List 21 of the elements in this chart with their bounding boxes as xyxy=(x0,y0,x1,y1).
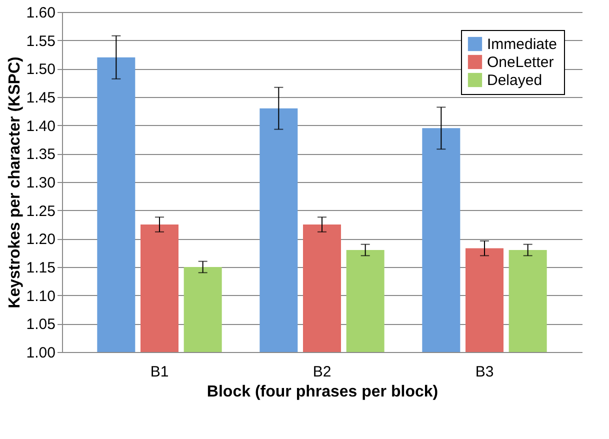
x-tick-label: B3 xyxy=(475,364,494,380)
y-tick-label: 1.50 xyxy=(26,61,56,78)
y-axis-title: Keystrokes per character (KSPC) xyxy=(6,56,24,308)
y-tick-label: 1.30 xyxy=(26,174,56,192)
legend-label: Immediate xyxy=(487,36,558,53)
legend-label: Delayed xyxy=(487,72,542,89)
x-tick-label: B1 xyxy=(150,364,169,380)
y-tick-label: 1.45 xyxy=(26,90,56,106)
x-axis-title: Block (four phrases per block) xyxy=(206,384,438,400)
x-tick-label: B2 xyxy=(312,364,332,380)
legend-label: OneLetter xyxy=(487,54,554,71)
y-tick-label: 1.25 xyxy=(26,202,56,220)
y-tick-label: 1.10 xyxy=(26,288,56,305)
y-tick-label: 1.35 xyxy=(26,146,56,164)
y-tick-label: 1.15 xyxy=(26,260,56,276)
y-tick-label: 1.40 xyxy=(26,118,56,135)
y-tick-label: 1.00 xyxy=(26,344,56,362)
y-tick-label: 1.60 xyxy=(26,4,56,22)
y-tick-label: 1.55 xyxy=(26,32,56,50)
y-tick-label: 1.20 xyxy=(26,231,56,248)
y-tick-label: 1.05 xyxy=(26,316,56,334)
